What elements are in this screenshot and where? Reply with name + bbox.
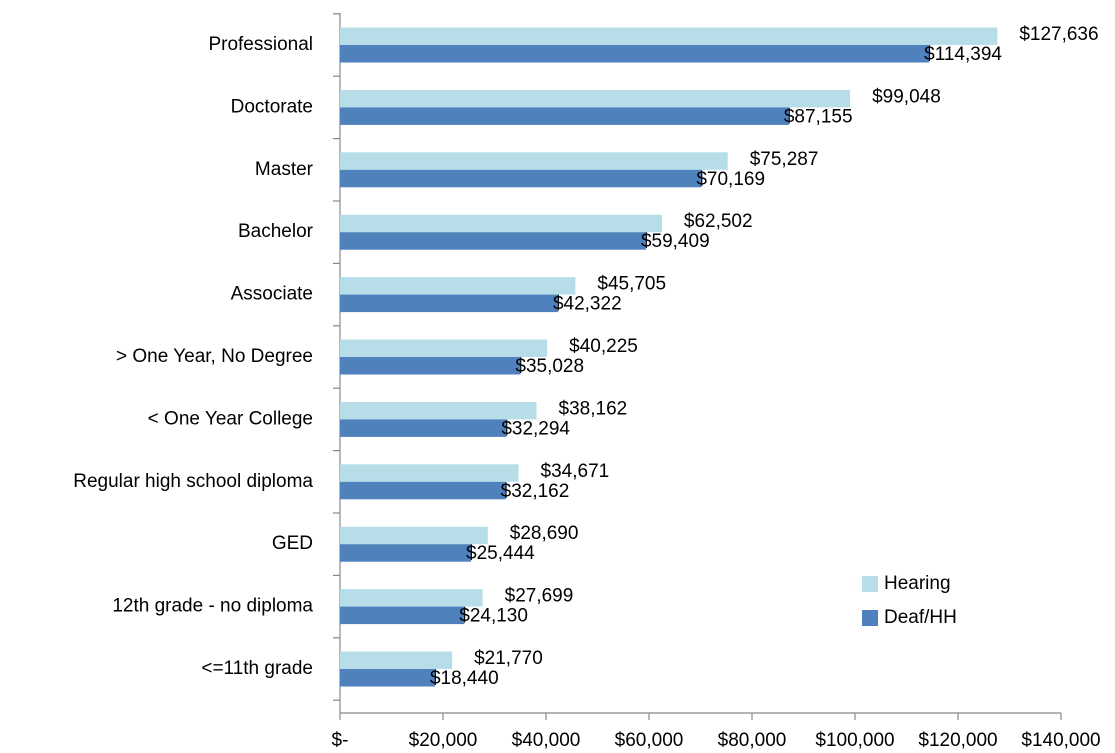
x-tick-label: $120,000	[918, 730, 997, 751]
bar	[340, 294, 558, 313]
bar	[340, 481, 506, 500]
y-tick-label: Associate	[231, 284, 313, 305]
bar	[340, 544, 472, 562]
bar	[340, 669, 435, 687]
y-tick-label: Master	[255, 159, 314, 180]
x-tick-label: $140,000	[1021, 730, 1100, 751]
y-tick-label: GED	[272, 533, 313, 554]
y-tick-label: > One Year, No Degree	[116, 346, 313, 367]
bar	[340, 232, 646, 250]
bar	[340, 339, 548, 357]
legend-swatch	[862, 610, 878, 626]
value-label: $27,699	[505, 586, 574, 607]
bar	[340, 89, 851, 108]
value-label: $38,162	[559, 398, 628, 419]
y-tick-label: Regular high school diploma	[73, 471, 313, 492]
bar	[340, 589, 483, 607]
y-tick-label: 12th grade - no diploma	[112, 596, 313, 617]
x-tick-label: $40,000	[512, 730, 581, 751]
legend-label: Deaf/HH	[884, 607, 957, 628]
value-label: $24,130	[459, 606, 528, 627]
value-label: $42,322	[553, 294, 622, 315]
bar	[340, 357, 521, 375]
x-tick-label: $60,000	[615, 730, 684, 751]
value-label: $114,394	[924, 44, 1002, 65]
value-label: $28,690	[510, 523, 579, 544]
value-label: $127,636	[1019, 24, 1098, 45]
value-label: $99,048	[872, 86, 941, 107]
y-tick-label: Bachelor	[238, 221, 314, 242]
value-label: $21,770	[474, 648, 543, 669]
bar	[340, 214, 662, 233]
bar	[340, 152, 728, 170]
value-label: $59,409	[641, 231, 710, 252]
bar	[340, 464, 519, 482]
value-label: $40,225	[569, 336, 638, 357]
value-label: $35,028	[515, 356, 584, 377]
x-tick-label: $20,000	[409, 730, 478, 751]
bar	[340, 606, 465, 625]
x-tick-label: $100,000	[815, 730, 894, 751]
bar	[340, 526, 488, 545]
bar	[340, 169, 702, 188]
bar	[340, 27, 998, 45]
value-label: $62,502	[684, 211, 753, 232]
value-label: $75,287	[750, 149, 819, 170]
x-tick-label: $80,000	[718, 730, 787, 751]
value-label: $34,671	[541, 461, 610, 482]
value-label: $70,169	[696, 169, 765, 190]
bar	[340, 401, 537, 420]
bar	[340, 45, 930, 63]
value-label: $32,294	[501, 418, 570, 439]
legend-swatch	[862, 576, 878, 592]
value-label: $18,440	[430, 668, 499, 689]
bar	[340, 651, 453, 669]
x-tick-label: $-	[332, 730, 349, 751]
value-label: $25,444	[466, 543, 535, 564]
value-label: $87,155	[784, 106, 853, 127]
y-tick-label: Doctorate	[231, 96, 313, 117]
bar	[340, 107, 789, 125]
y-tick-label: <=11th grade	[201, 658, 313, 679]
value-label: $32,162	[501, 481, 570, 502]
value-label: $45,705	[597, 274, 666, 295]
bar	[340, 419, 507, 437]
y-tick-label: Professional	[208, 34, 313, 55]
bar	[340, 277, 576, 295]
legend-label: Hearing	[884, 573, 951, 594]
y-tick-label: < One Year College	[148, 408, 313, 429]
